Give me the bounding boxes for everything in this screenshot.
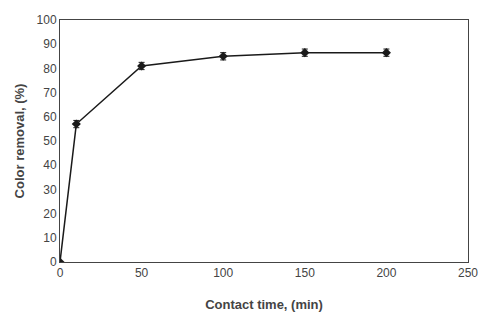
svg-text:150: 150 — [295, 266, 315, 280]
svg-text:40: 40 — [43, 158, 57, 172]
svg-text:0: 0 — [57, 266, 64, 280]
svg-text:100: 100 — [37, 13, 57, 27]
svg-text:100: 100 — [213, 266, 233, 280]
svg-text:0: 0 — [50, 255, 57, 269]
svg-text:250: 250 — [458, 266, 478, 280]
svg-text:60: 60 — [43, 110, 57, 124]
svg-text:80: 80 — [43, 62, 57, 76]
svg-text:Contact time, (min): Contact time, (min) — [205, 297, 323, 312]
svg-text:20: 20 — [43, 207, 57, 221]
svg-text:200: 200 — [376, 266, 396, 280]
svg-text:Color removal, (%): Color removal, (%) — [12, 84, 27, 199]
svg-text:50: 50 — [135, 266, 149, 280]
svg-text:30: 30 — [43, 183, 57, 197]
svg-text:90: 90 — [43, 37, 57, 51]
svg-text:10: 10 — [43, 231, 57, 245]
svg-text:50: 50 — [43, 134, 57, 148]
svg-text:70: 70 — [43, 86, 57, 100]
